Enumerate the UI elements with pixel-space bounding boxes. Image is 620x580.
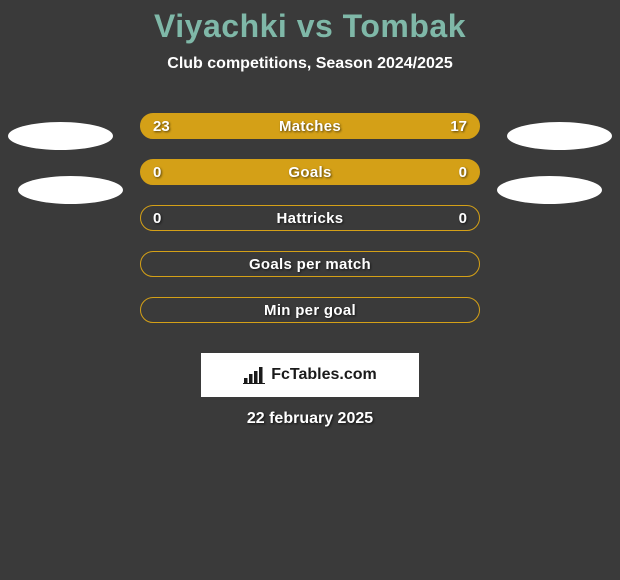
stat-value-left: 23 (153, 118, 170, 135)
stat-pill: Goals per match (140, 251, 480, 277)
player-marker-right-2 (497, 176, 602, 204)
stat-value-left: 0 (153, 210, 161, 227)
stat-label: Goals per match (249, 256, 371, 273)
stat-value-right: 17 (450, 118, 467, 135)
stat-row-goals-per-match: Goals per match (0, 241, 620, 287)
comparison-subtitle: Club competitions, Season 2024/2025 (0, 55, 620, 73)
stat-value-left: 0 (153, 164, 161, 181)
stat-pill: Min per goal (140, 297, 480, 323)
stat-label: Goals (288, 164, 331, 181)
stat-pill: 23 Matches 17 (140, 113, 480, 139)
comparison-title: Viyachki vs Tombak (0, 8, 620, 45)
date-label: 22 february 2025 (247, 410, 373, 428)
stat-pill: 0 Goals 0 (140, 159, 480, 185)
stat-label: Hattricks (277, 210, 344, 227)
player-marker-left-2 (18, 176, 123, 204)
player-marker-right-1 (507, 122, 612, 150)
stat-label: Matches (279, 118, 341, 135)
stat-pill: 0 Hattricks 0 (140, 205, 480, 231)
bar-chart-icon (243, 366, 265, 384)
stat-row-min-per-goal: Min per goal (0, 287, 620, 333)
stat-value-right: 0 (459, 210, 467, 227)
stat-label: Min per goal (264, 302, 356, 319)
stat-value-right: 0 (459, 164, 467, 181)
player-marker-left-1 (8, 122, 113, 150)
source-logo-text: FcTables.com (271, 366, 377, 384)
source-logo: FcTables.com (201, 353, 419, 397)
